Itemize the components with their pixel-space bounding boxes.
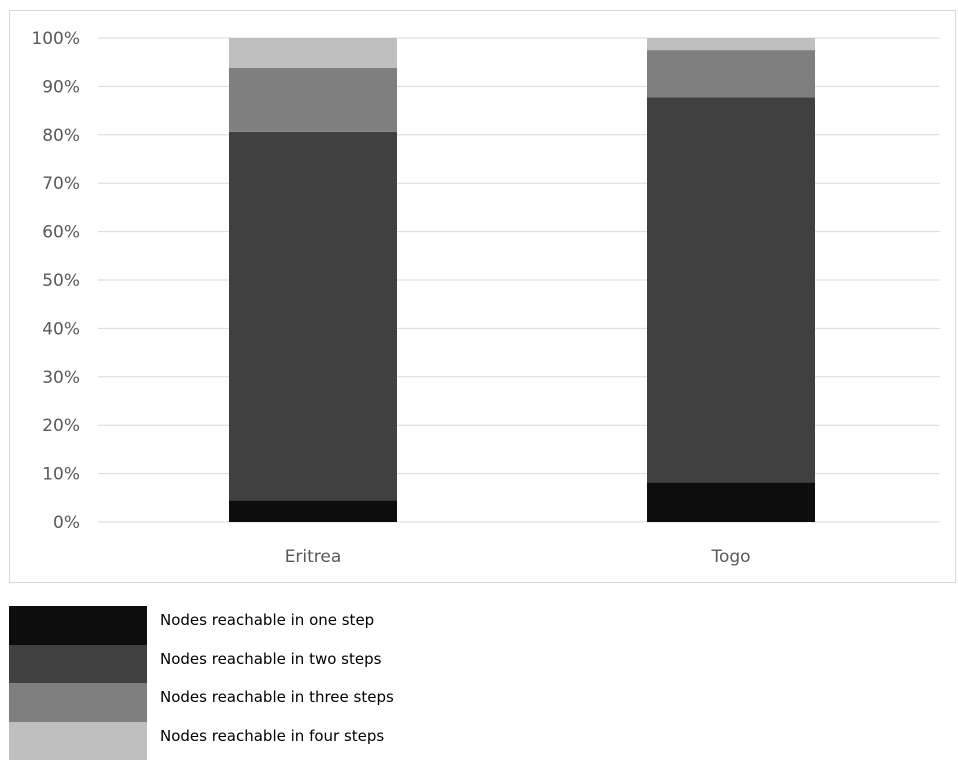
x-tick-label: Eritrea bbox=[285, 547, 342, 567]
y-tick-label: 90% bbox=[42, 77, 80, 97]
legend-label: Nodes reachable in two steps bbox=[160, 650, 381, 668]
y-tick-label: 100% bbox=[31, 29, 80, 49]
bar-segment-togo-series-1 bbox=[647, 482, 815, 522]
legend-label: Nodes reachable in four steps bbox=[160, 727, 384, 745]
y-tick-label: 20% bbox=[42, 416, 80, 436]
x-tick-label: Togo bbox=[710, 547, 750, 567]
y-tick-label: 50% bbox=[42, 271, 80, 291]
legend-swatch bbox=[9, 683, 147, 722]
stacked-bar-chart: 0% 10% 20% 30% 40% 50% 60% 70% 80% 90% 100% Eritre… bbox=[0, 0, 958, 600]
legend-item: Nodes reachable in two steps bbox=[9, 645, 609, 684]
legend-swatch bbox=[9, 722, 147, 760]
y-tick-label: 80% bbox=[42, 126, 80, 146]
legend-item: Nodes reachable in one step bbox=[9, 606, 609, 645]
y-tick-label: 10% bbox=[42, 465, 80, 485]
bar-segment-eritrea-series-3 bbox=[229, 68, 397, 132]
bar-segment-eritrea-series-1 bbox=[229, 500, 397, 522]
x-axis-ticks: Eritrea Togo bbox=[285, 547, 751, 567]
legend-item: Nodes reachable in four steps bbox=[9, 722, 609, 760]
y-axis-ticks: 0% 10% 20% 30% 40% 50% 60% 70% 80% 90% 100% bbox=[31, 29, 80, 533]
y-tick-label: 0% bbox=[53, 513, 80, 533]
bar-segment-togo-series-3 bbox=[647, 50, 815, 97]
bar-segment-togo-series-4 bbox=[647, 38, 815, 50]
legend-label: Nodes reachable in one step bbox=[160, 611, 374, 629]
y-tick-label: 30% bbox=[42, 368, 80, 388]
y-tick-label: 40% bbox=[42, 319, 80, 339]
legend-swatch bbox=[9, 606, 147, 645]
legend-item: Nodes reachable in three steps bbox=[9, 683, 609, 722]
legend-swatch bbox=[9, 645, 147, 684]
bar-segment-eritrea-series-2 bbox=[229, 132, 397, 500]
bar-segment-eritrea-series-4 bbox=[229, 38, 397, 68]
y-tick-label: 70% bbox=[42, 174, 80, 194]
legend-label: Nodes reachable in three steps bbox=[160, 688, 394, 706]
y-tick-label: 60% bbox=[42, 223, 80, 243]
bar-segment-togo-series-2 bbox=[647, 98, 815, 483]
legend: Nodes reachable in one step Nodes reachab… bbox=[9, 606, 609, 760]
